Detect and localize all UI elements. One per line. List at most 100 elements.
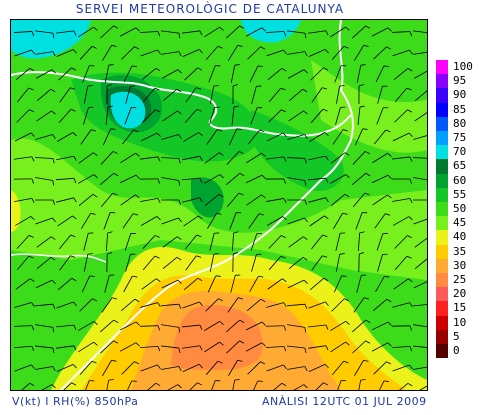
wind-barb xyxy=(287,134,305,140)
legend-item: 30 xyxy=(436,258,485,273)
wind-barb xyxy=(377,86,383,104)
wind-barb xyxy=(373,361,387,375)
wind-barb-feather xyxy=(406,87,412,91)
wind-barb-feather xyxy=(260,298,266,303)
wind-barb-feather xyxy=(238,297,244,300)
wind-barb-feather xyxy=(283,156,287,162)
wind-barb xyxy=(413,304,427,307)
wind-barb-feather xyxy=(51,384,56,389)
wind-barb xyxy=(58,67,72,81)
wind-barb-feather xyxy=(176,88,182,93)
legend-item: 100 xyxy=(436,60,485,75)
wind-barb-feather xyxy=(283,364,287,370)
wind-barb-feather xyxy=(135,321,140,326)
wind-barb xyxy=(204,341,220,353)
wind-barb-feather xyxy=(177,236,182,240)
wind-barb-feather xyxy=(283,198,287,204)
wind-barb xyxy=(57,132,73,142)
wind-barb xyxy=(185,87,197,103)
wind-barb-feather xyxy=(29,109,34,113)
wind-barb-feather xyxy=(219,321,224,325)
legend-swatch xyxy=(436,102,448,117)
wind-barb xyxy=(14,197,32,203)
wind-barb-feather xyxy=(177,110,182,115)
wind-barb-feather xyxy=(304,304,308,309)
legend-item: 40 xyxy=(436,230,485,245)
wind-barb xyxy=(413,177,427,181)
wind-barb xyxy=(79,46,93,60)
wind-barb-feather xyxy=(113,25,119,29)
wind-barb-feather xyxy=(344,193,350,198)
wind-barb xyxy=(182,49,200,57)
wind-barb xyxy=(36,236,52,248)
wind-barb-feather xyxy=(360,64,366,66)
wind-barb xyxy=(392,132,410,142)
wind-barb-feather xyxy=(364,151,370,154)
wind-barb-feather xyxy=(324,363,329,369)
wind-barb-feather xyxy=(409,31,413,37)
legend-item: 25 xyxy=(436,273,485,288)
wind-barb-feather xyxy=(345,174,350,179)
wind-barb xyxy=(250,107,258,125)
wind-barb xyxy=(266,216,284,226)
wind-barb-feather xyxy=(92,193,98,198)
wind-barb xyxy=(161,30,179,34)
legend-swatch xyxy=(436,287,448,302)
wind-barb-feather xyxy=(199,30,203,36)
wind-barb xyxy=(80,129,92,145)
wind-barb xyxy=(375,65,385,83)
wind-barb xyxy=(308,177,326,181)
wind-barb-feather xyxy=(387,152,392,157)
wind-barb xyxy=(207,275,217,293)
wind-barb-feather xyxy=(107,252,113,255)
wind-barb xyxy=(123,65,133,83)
wind-barb-feather xyxy=(325,197,329,203)
rh-field-dark-green-2 xyxy=(251,110,344,191)
wind-barb xyxy=(207,213,217,229)
wind-barb xyxy=(205,46,219,60)
wind-barb xyxy=(35,345,53,349)
wind-barb xyxy=(162,236,178,248)
wind-barb-feather xyxy=(28,87,34,91)
legend-item: 65 xyxy=(436,159,485,174)
wind-barb xyxy=(226,340,240,354)
legend-swatch xyxy=(436,60,448,75)
wind-barb-feather xyxy=(199,324,203,330)
wind-barbs xyxy=(13,25,427,390)
wind-barb xyxy=(308,345,326,349)
wind-barb xyxy=(103,212,111,230)
wind-barb-feather xyxy=(93,26,98,31)
wind-barb xyxy=(209,233,215,251)
wind-barb xyxy=(330,193,346,207)
wind-barb xyxy=(245,27,263,37)
wind-barb xyxy=(56,30,74,34)
wind-barb-feather xyxy=(260,46,266,50)
wind-barb xyxy=(287,345,305,349)
wind-barb-feather xyxy=(365,25,371,29)
wind-barb xyxy=(78,152,94,164)
wind-barb-feather xyxy=(409,346,413,352)
wind-barb xyxy=(268,87,282,103)
legend-swatch xyxy=(436,187,448,202)
wind-barb xyxy=(140,49,158,57)
wind-barb xyxy=(125,86,131,104)
wind-barb-feather xyxy=(344,152,350,156)
wind-barb-feather xyxy=(323,382,329,386)
wind-barb xyxy=(250,233,258,251)
wind-barb xyxy=(372,152,388,164)
wind-barb xyxy=(161,134,179,140)
wind-barb-feather xyxy=(325,155,329,161)
wind-barb xyxy=(268,235,282,249)
wind-barb xyxy=(119,321,137,331)
wind-barb xyxy=(56,324,74,328)
wind-barb-feather xyxy=(283,49,287,55)
wind-barb xyxy=(371,174,389,184)
wind-barb xyxy=(356,275,362,293)
wind-barb-feather xyxy=(304,199,307,205)
wind-barb xyxy=(414,112,427,122)
wind-barb-feather xyxy=(52,304,56,309)
wind-barb-feather xyxy=(359,231,365,234)
rh-field-cyan-1 xyxy=(11,20,91,59)
wind-barb-feather xyxy=(364,192,370,196)
wind-barb-feather xyxy=(73,30,77,36)
